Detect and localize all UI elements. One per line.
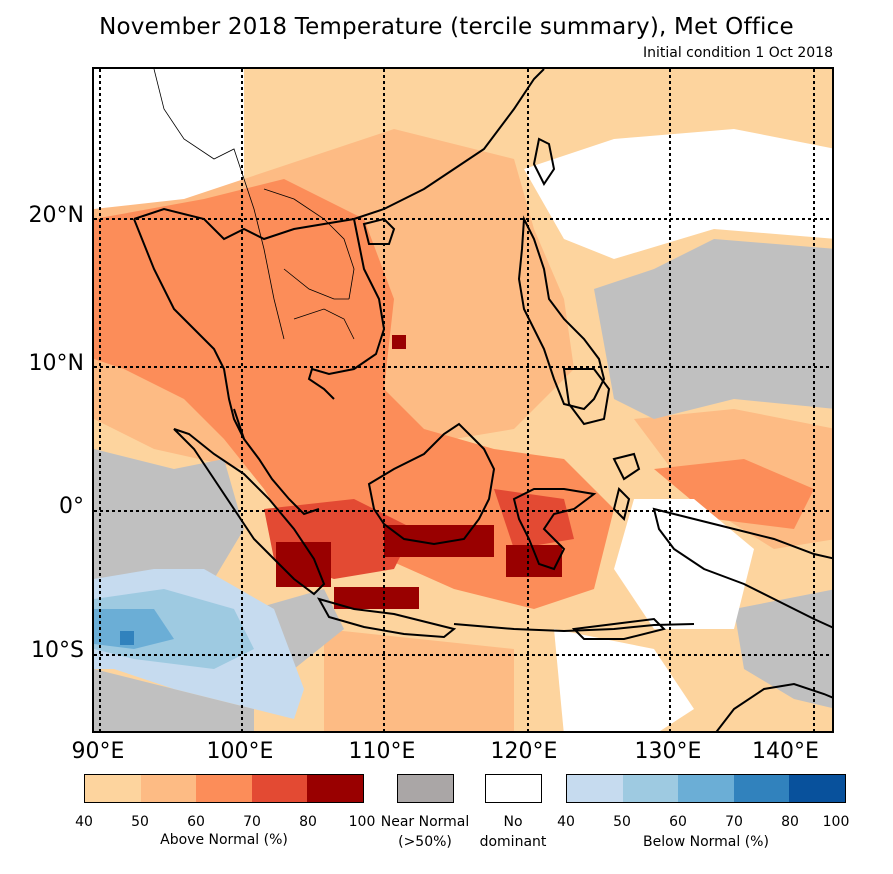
coast-taiwan <box>532 137 556 186</box>
region-none-north <box>94 69 244 209</box>
lat-label-0: 0° <box>59 494 84 519</box>
above-tick-70: 70 <box>243 814 261 830</box>
lon-label-140e: 140°E <box>752 739 819 764</box>
no-dominant-label-line1: No <box>503 814 523 830</box>
below-tick-70: 70 <box>725 814 743 830</box>
lat-label-10n: 10°N <box>28 351 84 376</box>
coast-new-guinea <box>652 507 832 629</box>
below-swatch-70 <box>733 775 790 802</box>
coastlines <box>133 69 832 731</box>
coast-hainan <box>362 217 396 245</box>
lon-label-130e: 130°E <box>634 739 702 764</box>
country-borders <box>153 69 355 340</box>
above-tick-40: 40 <box>75 814 93 830</box>
coast-mindanao <box>562 368 611 426</box>
coast-molucca <box>612 487 631 521</box>
region-above-80-b <box>384 525 494 557</box>
below-tick-40: 40 <box>557 814 575 830</box>
below-swatch-80 <box>789 775 845 802</box>
below-tick-60: 60 <box>669 814 687 830</box>
coast-australia <box>715 682 832 731</box>
forecast-map <box>92 67 834 733</box>
above-tick-60: 60 <box>187 814 205 830</box>
below-normal-label: Below Normal (%) <box>643 834 769 850</box>
coast-borneo <box>367 422 496 546</box>
region-none-east <box>614 499 754 629</box>
coast-sumatra <box>173 428 326 596</box>
coast-vietnam <box>307 218 386 400</box>
near-normal-swatch <box>397 774 454 803</box>
region-near-se <box>734 589 832 709</box>
above-swatch-50 <box>140 775 197 802</box>
coast-halmahera <box>612 452 641 481</box>
coast-timor <box>571 617 666 640</box>
above-swatch-60 <box>196 775 252 802</box>
gridlines <box>94 69 832 731</box>
below-swatch-50 <box>622 775 679 802</box>
lon-label-110e: 110°E <box>348 739 416 764</box>
above-swatch-80 <box>307 775 363 802</box>
no-dominant-swatch <box>485 774 542 803</box>
lat-label-10s: 10°S <box>31 638 84 663</box>
map-title: November 2018 Temperature (tercile summa… <box>99 14 794 40</box>
below-tick-80: 80 <box>781 814 799 830</box>
region-near-sw <box>94 669 254 731</box>
region-near-west <box>94 449 244 589</box>
coast-myanmar <box>133 218 245 440</box>
no-dominant-label-line2: dominant <box>479 834 547 850</box>
coast-java <box>316 597 457 639</box>
near-normal-label-line2: (>50%) <box>398 834 452 850</box>
above-tick-100: 100 <box>348 814 376 830</box>
lon-label-100e: 100°E <box>206 739 274 764</box>
above-normal-label: Above Normal (%) <box>160 832 288 848</box>
lat-label-20n: 20°N <box>28 203 84 228</box>
lon-label-120e: 120°E <box>490 739 558 764</box>
region-above-60 <box>94 179 614 609</box>
below-swatch-40 <box>567 775 623 802</box>
region-above-80-e <box>392 335 406 349</box>
above-tick-50: 50 <box>131 814 149 830</box>
near-normal-label-line1: Near Normal <box>380 814 470 830</box>
coast-philippines <box>517 215 606 411</box>
above-swatch-40 <box>85 775 141 802</box>
region-below-70 <box>120 631 134 645</box>
above-tick-80: 80 <box>299 814 317 830</box>
above-swatch-70 <box>251 775 308 802</box>
region-above-80-d <box>334 587 419 609</box>
map-subtitle: Initial condition 1 Oct 2018 <box>642 45 833 61</box>
above-normal-colorbar <box>84 774 364 803</box>
map-canvas <box>94 69 832 731</box>
below-swatch-60 <box>678 775 734 802</box>
region-near-east <box>594 239 832 419</box>
coast-indochina <box>133 69 545 241</box>
below-normal-colorbar <box>566 774 846 803</box>
region-none-ne <box>524 129 832 259</box>
below-tick-100: 100 <box>822 814 850 830</box>
below-tick-50: 50 <box>613 814 631 830</box>
region-below-60 <box>94 609 174 649</box>
lon-label-90e: 90°E <box>71 739 125 764</box>
coast-malay-peninsula <box>233 408 320 516</box>
region-above-70b <box>494 489 574 549</box>
